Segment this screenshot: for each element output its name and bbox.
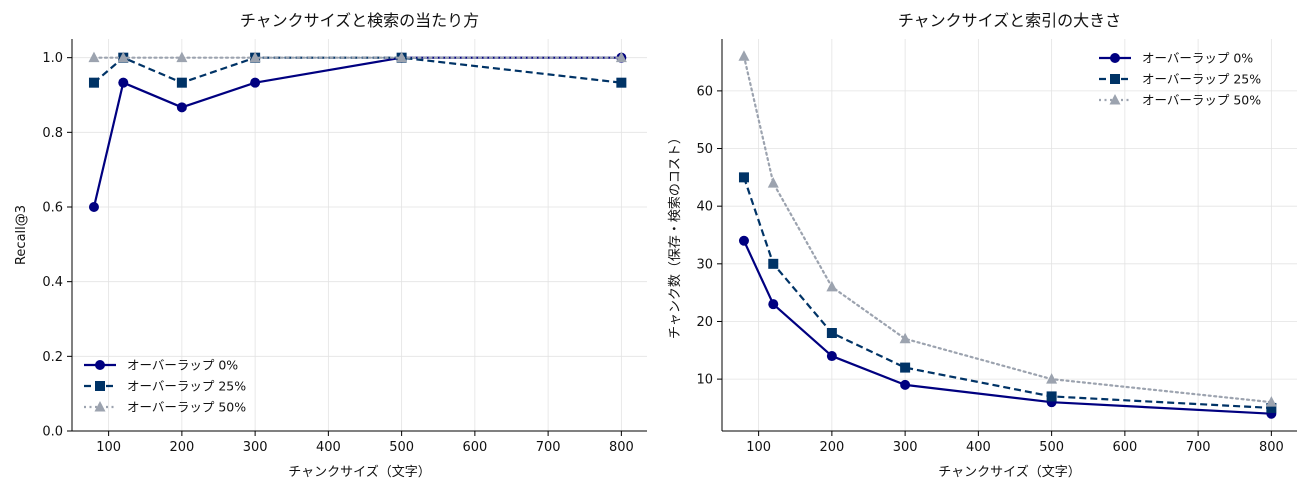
data-point xyxy=(249,51,261,63)
x-tick-label: 300 xyxy=(243,440,268,455)
data-point xyxy=(826,351,837,362)
legend-label: オーバーラップ 50% xyxy=(127,400,246,415)
y-tick-label: 40 xyxy=(696,200,713,215)
legend: オーバーラップ 0% オーバーラップ 25% オーバーラップ 50% xyxy=(1099,51,1261,108)
data-point xyxy=(176,77,187,88)
data-point xyxy=(118,77,129,88)
data-point xyxy=(768,299,779,310)
legend: オーバーラップ 0% オーバーラップ 25% オーバーラップ 50% xyxy=(84,358,246,415)
data-point xyxy=(1266,402,1277,413)
x-tick-label: 300 xyxy=(893,440,918,455)
legend-item: オーバーラップ 0% xyxy=(1099,51,1253,66)
data-point xyxy=(396,51,408,63)
x-tick-label: 200 xyxy=(169,440,194,455)
series-line xyxy=(93,56,622,84)
legend-marker xyxy=(1110,74,1120,84)
x-tick-label: 200 xyxy=(819,440,844,455)
x-tick-label: 700 xyxy=(1186,440,1211,455)
legend-label: オーバーラップ 25% xyxy=(127,379,246,394)
data-point xyxy=(899,332,911,344)
series-line xyxy=(742,176,1272,410)
y-tick-label: 60 xyxy=(696,84,713,99)
series-0 xyxy=(738,235,1277,419)
data-point xyxy=(250,77,261,88)
data-point xyxy=(176,102,187,113)
x-tick-label: 700 xyxy=(536,440,561,455)
data-point xyxy=(900,379,911,390)
x-tick-label: 800 xyxy=(609,440,634,455)
y-tick-label: 1.0 xyxy=(42,51,63,66)
y-tick-label: 20 xyxy=(696,315,713,330)
legend-label: オーバーラップ 25% xyxy=(1142,72,1261,87)
series-line xyxy=(742,55,1273,404)
data-point xyxy=(1265,396,1277,407)
x-tick-label: 400 xyxy=(316,440,341,455)
data-point xyxy=(738,50,750,61)
chart-recall: 100 200 300 400 500 600 700 800 0.0 0.2 0.4 0.6 0.8 1… xyxy=(14,11,647,480)
x-axis-label: チャンクサイズ（文字） xyxy=(938,464,1080,480)
x-axis-label: チャンクサイズ（文字） xyxy=(288,464,430,480)
y-tick-label: 30 xyxy=(696,257,713,272)
data-point xyxy=(826,280,838,292)
y-tick-label: 0.6 xyxy=(42,201,63,216)
chart-title: チャンクサイズと検索の当たり方 xyxy=(240,11,479,30)
y-tick-label: 0.2 xyxy=(42,350,63,365)
series-line xyxy=(742,240,1272,415)
legend-label: オーバーラップ 0% xyxy=(127,358,238,373)
legend-marker xyxy=(95,360,105,370)
legend-item: オーバーラップ 50% xyxy=(1099,93,1261,108)
legend-label: オーバーラップ 50% xyxy=(1142,93,1261,108)
data-point xyxy=(616,77,627,88)
chart-chunk-count: 100 200 300 400 500 600 700 800 10 20 30 40 50 60 チャンク… xyxy=(668,11,1297,480)
chart-title: チャンクサイズと索引の大きさ xyxy=(898,11,1121,30)
series-2 xyxy=(738,50,1277,407)
data-point xyxy=(176,51,188,63)
x-tick-label: 800 xyxy=(1259,440,1284,455)
x-tick-label: 100 xyxy=(746,440,771,455)
y-axis-label: Recall@3 xyxy=(14,205,29,265)
data-point xyxy=(88,202,99,212)
legend-item: オーバーラップ 0% xyxy=(84,358,238,373)
data-point xyxy=(117,51,129,63)
x-tick-label: 600 xyxy=(1112,440,1137,455)
x-tick-label: 600 xyxy=(462,440,487,455)
series-line xyxy=(92,56,622,208)
data-point xyxy=(767,177,779,188)
y-tick-label: 0.0 xyxy=(42,425,63,440)
y-tick-label: 50 xyxy=(696,142,713,157)
legend-marker xyxy=(95,381,105,391)
data-point xyxy=(1046,373,1058,384)
legend-marker xyxy=(1109,94,1121,105)
y-axis-label: チャンク数（保存・検索のコスト） xyxy=(668,131,683,339)
x-tick-label: 500 xyxy=(1039,440,1064,455)
x-tick-label: 500 xyxy=(389,440,414,455)
data-point xyxy=(615,51,627,63)
y-tick-label: 10 xyxy=(696,373,713,388)
legend-item: オーバーラップ 25% xyxy=(84,379,246,394)
data-point xyxy=(88,77,99,88)
series-2 xyxy=(88,51,627,63)
legend-item: オーバーラップ 50% xyxy=(84,400,246,415)
data-point xyxy=(738,172,749,183)
data-point xyxy=(88,51,100,63)
legend-marker xyxy=(1110,53,1120,63)
legend-label: オーバーラップ 0% xyxy=(1142,51,1253,66)
data-point xyxy=(826,328,837,338)
x-tick-label: 100 xyxy=(96,440,121,455)
legend-item: オーバーラップ 25% xyxy=(1099,72,1261,87)
data-point xyxy=(900,362,911,373)
x-tick-label: 400 xyxy=(966,440,991,455)
series-1 xyxy=(738,172,1277,413)
data-point xyxy=(768,258,779,269)
data-point xyxy=(1046,391,1057,402)
y-tick-label: 0.8 xyxy=(42,126,63,141)
legend-marker xyxy=(94,401,106,412)
data-point xyxy=(738,235,749,246)
y-tick-label: 0.4 xyxy=(42,275,63,290)
